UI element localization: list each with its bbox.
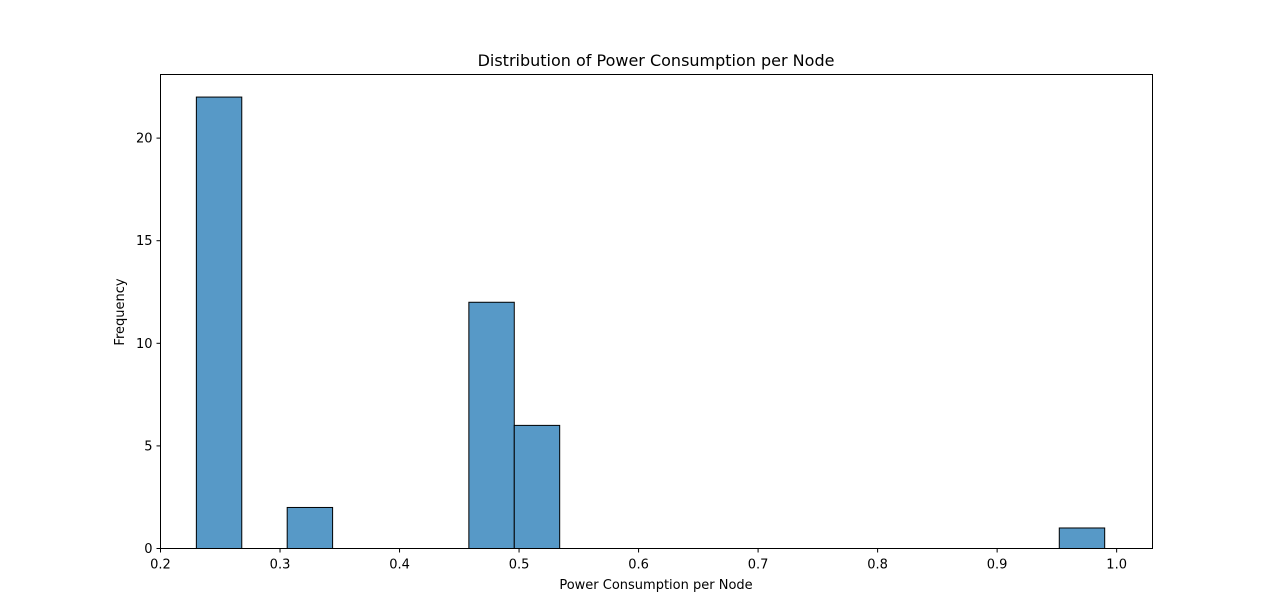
bars-layer xyxy=(195,96,1106,550)
x-tick-label: 0.7 xyxy=(748,558,769,573)
y-tick-label: 15 xyxy=(136,234,153,249)
x-tick-label: 0.3 xyxy=(270,558,291,573)
y-tick-label: 10 xyxy=(136,337,153,352)
y-tick-label: 5 xyxy=(144,439,152,454)
histogram-bar-0 xyxy=(195,96,243,549)
histogram-bar-3 xyxy=(513,424,561,549)
chart-title: Distribution of Power Consumption per No… xyxy=(478,51,835,70)
x-axis-label: Power Consumption per Node xyxy=(559,578,752,593)
histogram-bar-1 xyxy=(286,506,334,549)
y-axis-label: Frequency xyxy=(113,278,128,345)
histogram-bar-4 xyxy=(1058,527,1106,550)
y-tick-label: 0 xyxy=(144,542,152,557)
histogram-bar-2 xyxy=(468,301,515,549)
x-tick-label: 1.0 xyxy=(1106,558,1127,573)
y-axis-ticks: 0 5 10 15 20 xyxy=(136,132,161,557)
x-tick-label: 0.6 xyxy=(628,558,649,573)
x-tick-label: 0.4 xyxy=(389,558,410,573)
x-tick-label: 0.9 xyxy=(987,558,1008,573)
y-tick-label: 20 xyxy=(136,132,153,147)
x-tick-label: 0.8 xyxy=(867,558,888,573)
x-tick-label: 0.2 xyxy=(150,558,171,573)
x-axis-ticks: 0.2 0.3 0.4 0.5 0.6 0.7 0.8 0.9 1.0 xyxy=(150,548,1127,573)
plot-frame xyxy=(160,74,1153,549)
x-tick-label: 0.5 xyxy=(509,558,530,573)
